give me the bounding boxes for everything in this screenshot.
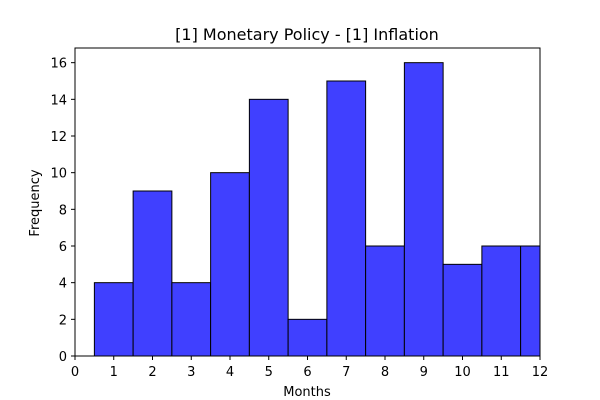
y-tick-label: 2 [59,313,67,328]
y-tick-label: 12 [50,130,67,145]
bar-month-4 [210,172,250,357]
bars-group [93,62,541,357]
chart-title: [1] Monetary Policy - [1] Inflation [175,25,439,44]
x-tick-label: 1 [110,365,118,380]
x-tick-label: 0 [71,365,79,380]
x-axis-ticks: 0 1 2 3 4 5 6 7 8 9 10 11 12 [71,356,548,380]
x-tick-label: 4 [226,365,234,380]
x-tick-label: 2 [148,365,156,380]
y-axis-ticks: 0 2 4 6 8 10 12 14 16 [50,57,75,365]
bar-month-5 [248,98,289,357]
y-tick-label: 6 [59,240,67,255]
x-tick-label: 11 [493,365,510,380]
y-tick-label: 8 [59,203,67,218]
y-tick-label: 14 [50,93,67,108]
y-tick-label: 0 [59,350,67,365]
bar-month-12 [520,245,541,357]
bar-month-11 [481,245,522,357]
y-axis-label: Frequency [28,169,43,236]
x-tick-label: 6 [303,365,311,380]
y-tick-label: 16 [50,57,67,72]
bar-month-6 [287,318,328,357]
bar-month-3 [171,282,212,357]
x-tick-label: 9 [420,365,428,380]
bar-month-2 [132,190,173,357]
x-tick-label: 3 [187,365,195,380]
bar-month-7 [326,80,367,357]
x-axis-label: Months [283,385,331,400]
y-tick-label: 4 [59,277,67,292]
x-tick-label: 12 [532,365,549,380]
bar-month-10 [442,263,483,357]
x-tick-label: 5 [265,365,273,380]
x-tick-label: 10 [454,365,471,380]
y-tick-label: 10 [50,167,67,182]
x-tick-label: 7 [342,365,350,380]
plot-area-frame [74,47,541,357]
bar-month-1 [93,282,134,357]
x-tick-label: 8 [381,365,389,380]
bar-month-8 [365,245,405,357]
bar-month-9 [403,62,444,357]
